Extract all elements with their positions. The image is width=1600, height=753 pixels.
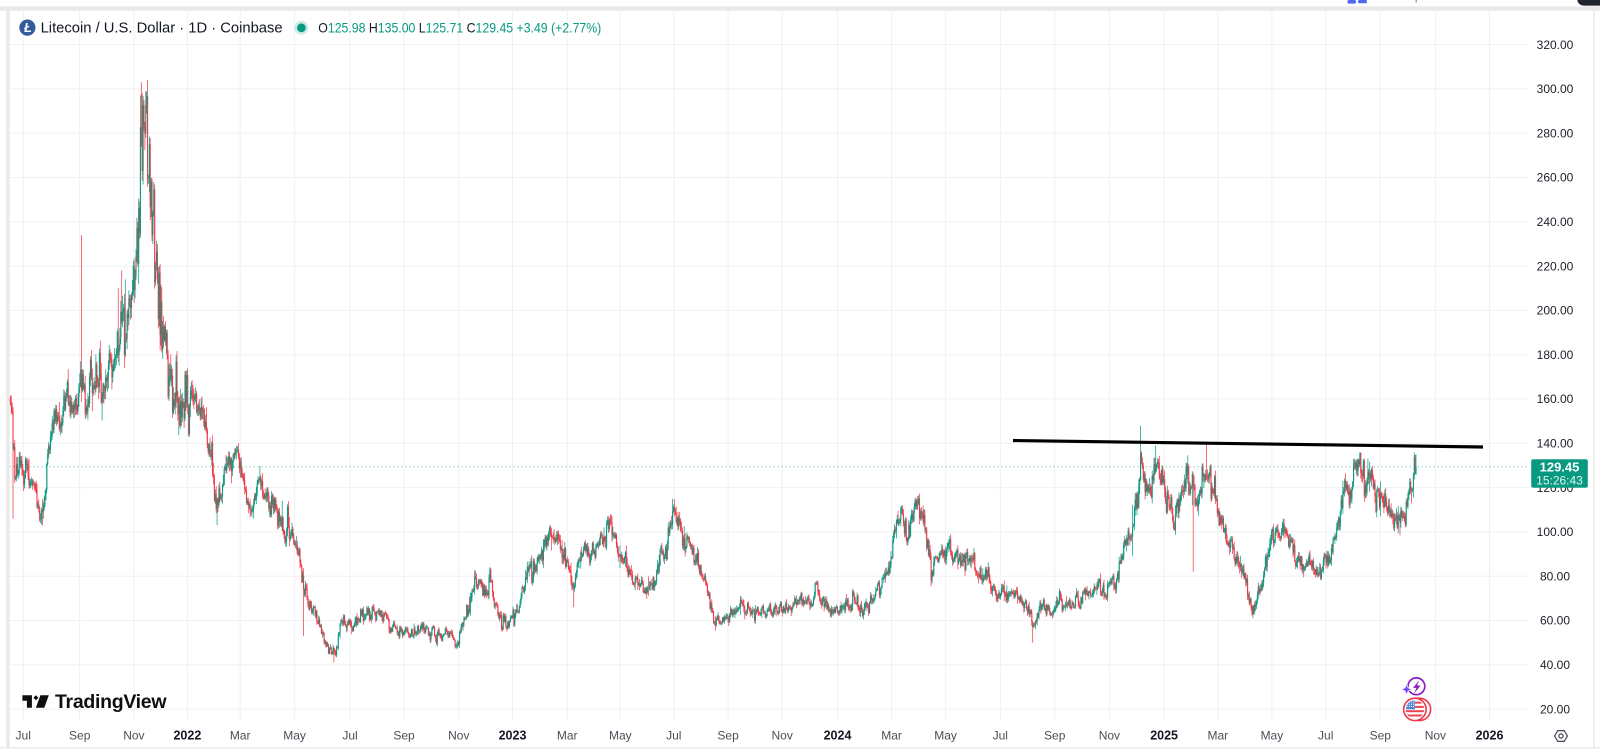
svg-text:80.00: 80.00 — [1540, 569, 1570, 583]
svg-text:Sep: Sep — [717, 728, 739, 742]
svg-text:300.00: 300.00 — [1537, 82, 1574, 96]
svg-text:Sep: Sep — [69, 728, 91, 742]
svg-text:160.00: 160.00 — [1537, 392, 1574, 406]
svg-text:140.00: 140.00 — [1537, 437, 1574, 451]
svg-text:320.00: 320.00 — [1537, 38, 1574, 52]
svg-text:180.00: 180.00 — [1537, 348, 1574, 362]
svg-text:Mar: Mar — [230, 728, 251, 742]
svg-text:Jul: Jul — [993, 728, 1008, 742]
svg-text:Nov: Nov — [772, 728, 793, 742]
svg-text:60.00: 60.00 — [1540, 614, 1570, 628]
svg-text:TradingView: TradingView — [55, 691, 167, 713]
svg-text:Nov: Nov — [448, 728, 469, 742]
svg-text:Ł: Ł — [23, 21, 32, 35]
svg-text:Nov: Nov — [1425, 728, 1446, 742]
svg-text:2024: 2024 — [824, 728, 852, 742]
svg-text:May: May — [934, 728, 957, 742]
svg-text:Nov: Nov — [123, 728, 144, 742]
svg-text:220.00: 220.00 — [1537, 259, 1574, 273]
svg-text:May: May — [609, 728, 632, 742]
svg-text:May: May — [1261, 728, 1284, 742]
svg-text:Mar: Mar — [1207, 728, 1228, 742]
svg-text:Jul: Jul — [666, 728, 681, 742]
svg-text:Mar: Mar — [557, 728, 578, 742]
svg-text:Sep: Sep — [1370, 728, 1392, 742]
svg-text:260.00: 260.00 — [1537, 171, 1574, 185]
svg-text:O125.98 H135.00 L125.71 C129.4: O125.98 H135.00 L125.71 C129.45 +3.49 (+… — [318, 20, 601, 36]
svg-text:May: May — [283, 728, 306, 742]
svg-text:2025: 2025 — [1150, 728, 1178, 742]
svg-text:Jul: Jul — [342, 728, 357, 742]
svg-text:240.00: 240.00 — [1537, 215, 1574, 229]
svg-text:129.45: 129.45 — [1540, 459, 1580, 474]
svg-text:20.00: 20.00 — [1540, 702, 1570, 716]
svg-text:Jul: Jul — [16, 728, 31, 742]
svg-text:Jul: Jul — [1318, 728, 1333, 742]
svg-text:Nov: Nov — [1099, 728, 1120, 742]
svg-text:40.00: 40.00 — [1540, 658, 1570, 672]
svg-text:2022: 2022 — [173, 728, 201, 742]
svg-text:280.00: 280.00 — [1537, 126, 1574, 140]
svg-text:Sep: Sep — [393, 728, 415, 742]
svg-text:200.00: 200.00 — [1537, 304, 1574, 318]
svg-text:15:26:43: 15:26:43 — [1536, 474, 1583, 488]
svg-text:Litecoin / U.S. Dollar · 1D ·: Litecoin / U.S. Dollar · 1D · Coinbase — [41, 21, 283, 37]
svg-text:100.00: 100.00 — [1537, 525, 1574, 539]
svg-text:2023: 2023 — [499, 728, 527, 742]
svg-text:Mar: Mar — [881, 728, 902, 742]
svg-text:Sep: Sep — [1044, 728, 1066, 742]
svg-text:2026: 2026 — [1476, 728, 1504, 742]
